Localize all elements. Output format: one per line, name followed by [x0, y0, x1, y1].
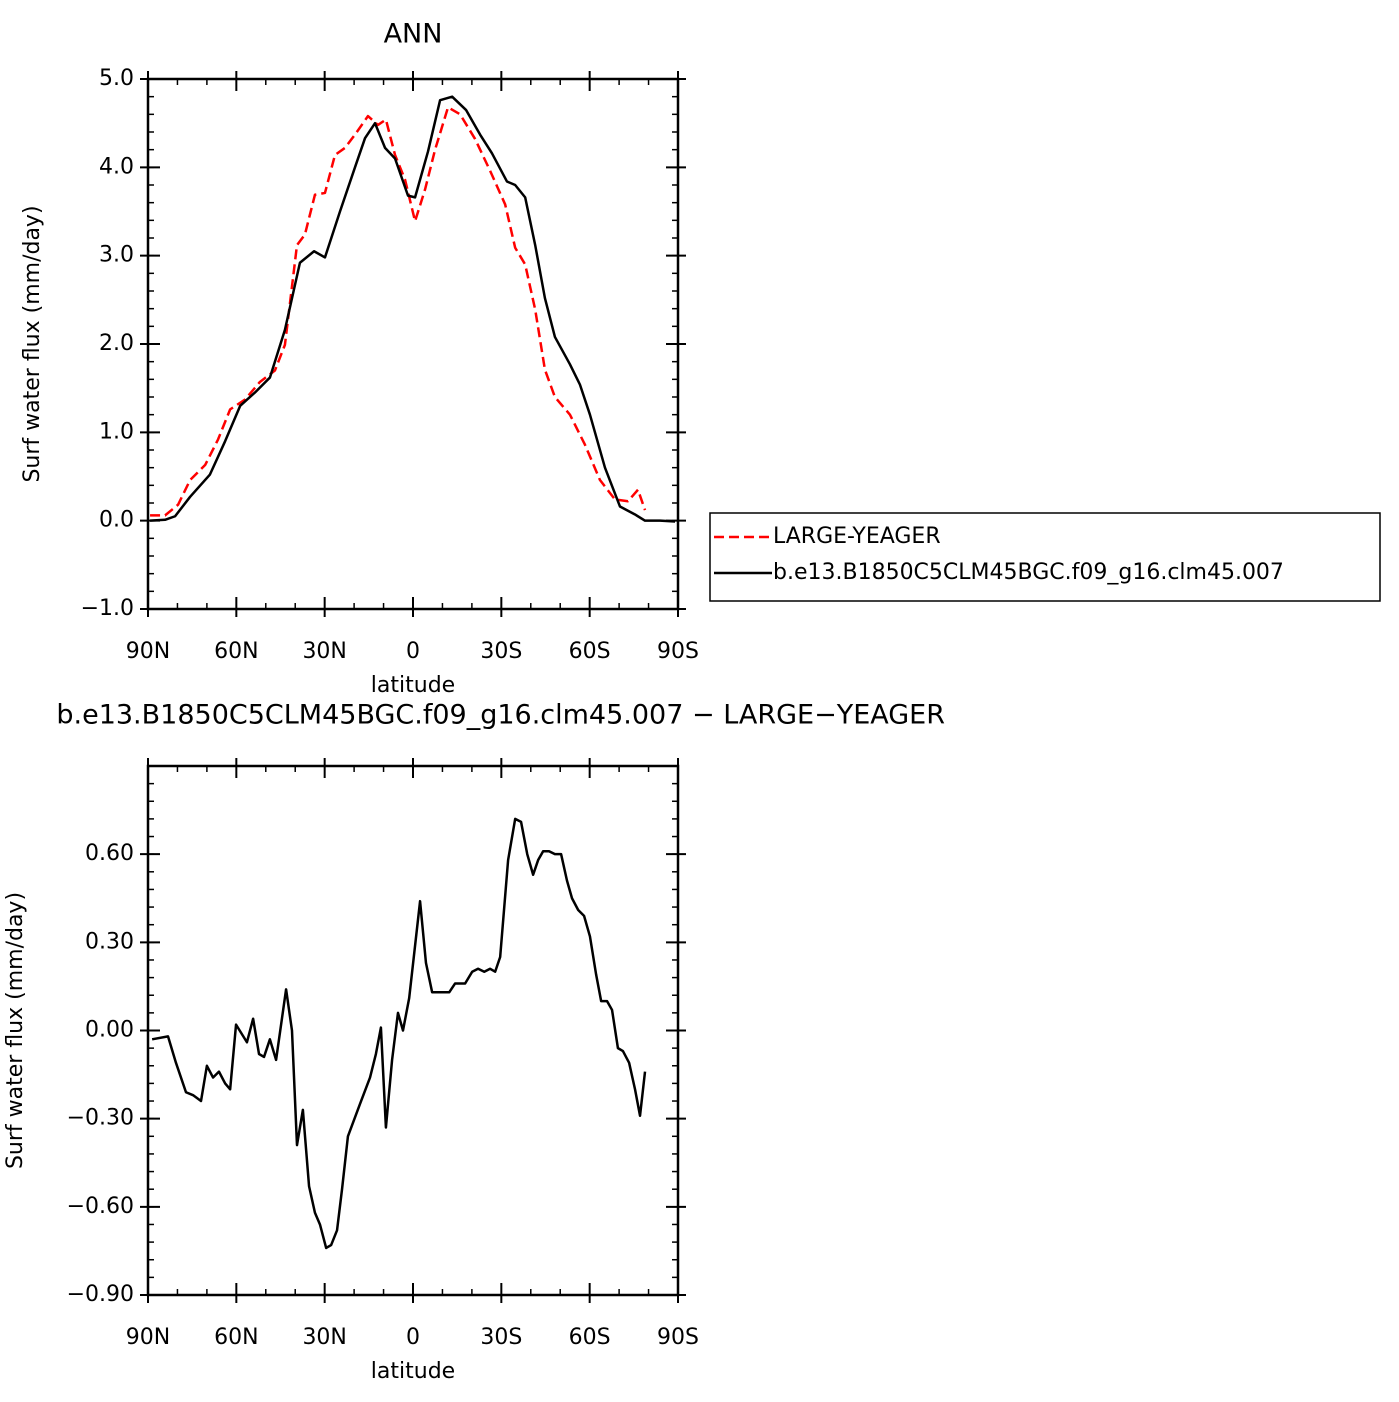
x-tick-label: 30S — [480, 1325, 522, 1350]
x-tick-label: 60S — [569, 639, 611, 664]
x-tick-label: 30N — [302, 639, 346, 664]
y-tick-label: 2.0 — [99, 331, 134, 356]
y-tick-label: 5.0 — [99, 66, 134, 91]
plot-frame — [146, 764, 680, 1297]
y-tick-label: −0.60 — [67, 1194, 134, 1219]
y-tick-label: −0.30 — [67, 1106, 134, 1131]
data-line — [149, 95, 676, 523]
x-tick-label: 60N — [214, 1325, 258, 1350]
y-tick-label: 4.0 — [99, 154, 134, 179]
x-axis-label: latitude — [371, 673, 455, 698]
y-tick-label: 0.00 — [85, 1018, 134, 1043]
data-line — [150, 106, 647, 517]
x-tick-label: 90N — [126, 639, 170, 664]
x-tick-label: 30S — [480, 639, 522, 664]
y-axis-label: Surf water flux (mm/day) — [20, 205, 45, 482]
x-tick-label: 90N — [126, 1325, 170, 1350]
y-tick-label: 0.60 — [85, 841, 134, 866]
y-tick-label: −1.0 — [81, 596, 134, 621]
data-line — [151, 817, 647, 1250]
y-tick-label: 1.0 — [99, 419, 134, 444]
x-tick-label: 60S — [569, 1325, 611, 1350]
y-tick-label: 3.0 — [99, 243, 134, 268]
y-tick-label: −0.90 — [67, 1282, 134, 1307]
x-tick-label: 90S — [657, 1325, 699, 1350]
x-tick-label: 30N — [302, 1325, 346, 1350]
y-axis-label: Surf water flux (mm/day) — [3, 892, 28, 1169]
y-tick-label: 0.0 — [99, 508, 134, 533]
legend-box — [709, 512, 1381, 602]
legend-label: LARGE-YEAGER — [773, 524, 941, 549]
chart-title: b.e13.B1850C5CLM45BGC.f09_g16.clm45.007 … — [56, 700, 945, 731]
x-tick-label: 0 — [406, 639, 420, 664]
x-tick-label: 90S — [657, 639, 699, 664]
plot-frame — [146, 77, 680, 611]
x-axis-label: latitude — [371, 1359, 455, 1384]
y-tick-label: 0.30 — [85, 929, 134, 954]
x-tick-label: 60N — [214, 639, 258, 664]
x-tick-label: 0 — [406, 1325, 420, 1350]
legend-label: b.e13.B1850C5CLM45BGC.f09_g16.clm45.007 — [773, 560, 1284, 585]
chart-title: ANN — [384, 19, 443, 50]
